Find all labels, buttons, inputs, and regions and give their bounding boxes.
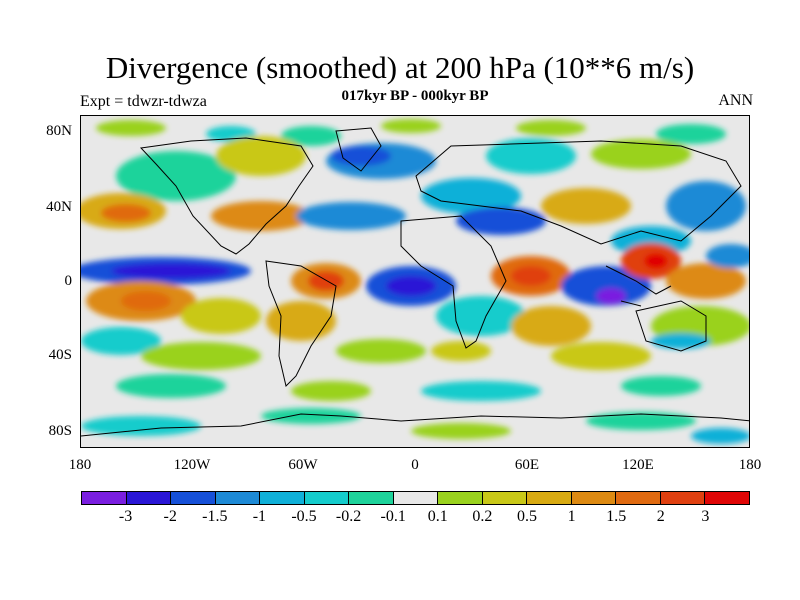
colorbar-label: 1 (567, 508, 576, 525)
experiment-label: Expt = tdwzr-tdwza (80, 93, 207, 110)
colorbar-label: 0.2 (472, 508, 493, 525)
colorbar-label: -0.1 (380, 508, 406, 525)
colorbar-box (215, 492, 261, 504)
colorbar-box (171, 492, 216, 504)
colorbar-label: 2 (656, 508, 665, 525)
colorbar-label: -0.5 (291, 508, 317, 525)
colorbar-box (705, 492, 749, 504)
colorbar-label: -1 (252, 508, 267, 525)
colorbar-box (438, 492, 483, 504)
map-panel (80, 115, 750, 448)
plot-subtitle: 017kyr BP - 000kyr BP (341, 88, 489, 104)
colorbar-label: -1.5 (202, 508, 228, 525)
lat-tick-80s: 80S (48, 423, 72, 439)
lon-tick-60w: 60W (288, 457, 318, 473)
colorbar-box (660, 492, 706, 504)
colorbar-box (482, 492, 528, 504)
lat-tick-0: 0 (64, 273, 73, 289)
lat-tick-80n: 80N (46, 123, 72, 139)
colorbar-label: 1.5 (606, 508, 627, 525)
divergence-map (81, 116, 749, 447)
colorbar (81, 491, 750, 505)
colorbar-box (304, 492, 350, 504)
lon-tick-180w: 180 (68, 457, 92, 473)
colorbar-box (393, 492, 439, 504)
lon-tick-60e: 60E (514, 457, 540, 473)
colorbar-box (260, 492, 305, 504)
coastlines (81, 127, 749, 437)
colorbar-labels: -3 -2 -1.5 -1 -0.5 -0.2 -0.1 0.1 0.2 0.5 1 1.5 2 3 (81, 508, 750, 528)
colorbar-label: -2 (163, 508, 177, 525)
colorbar-label: 0.5 (517, 508, 537, 525)
lat-tick-40n: 40N (46, 199, 72, 215)
colorbar-box (571, 492, 617, 504)
lon-tick-0: 0 (411, 457, 419, 473)
colorbar-box (616, 492, 661, 504)
colorbar-label: -3 (118, 508, 133, 525)
lon-tick-180e: 180 (738, 457, 762, 473)
colorbar-box (82, 492, 127, 504)
colorbar-label: 0.1 (427, 508, 448, 525)
colorbar-label: 3 (701, 508, 710, 525)
colorbar-label: -0.2 (335, 508, 362, 525)
season-label: ANN (718, 92, 753, 109)
divergence-field (81, 119, 749, 444)
lat-tick-40s: 40S (48, 347, 72, 363)
colorbar-box (126, 492, 172, 504)
plot-title: Divergence (smoothed) at 200 hPa (10**6 … (105, 50, 695, 85)
lon-tick-120e: 120E (622, 457, 654, 473)
colorbar-box (527, 492, 572, 504)
colorbar-box (349, 492, 394, 504)
lon-tick-120w: 120W (173, 457, 211, 473)
